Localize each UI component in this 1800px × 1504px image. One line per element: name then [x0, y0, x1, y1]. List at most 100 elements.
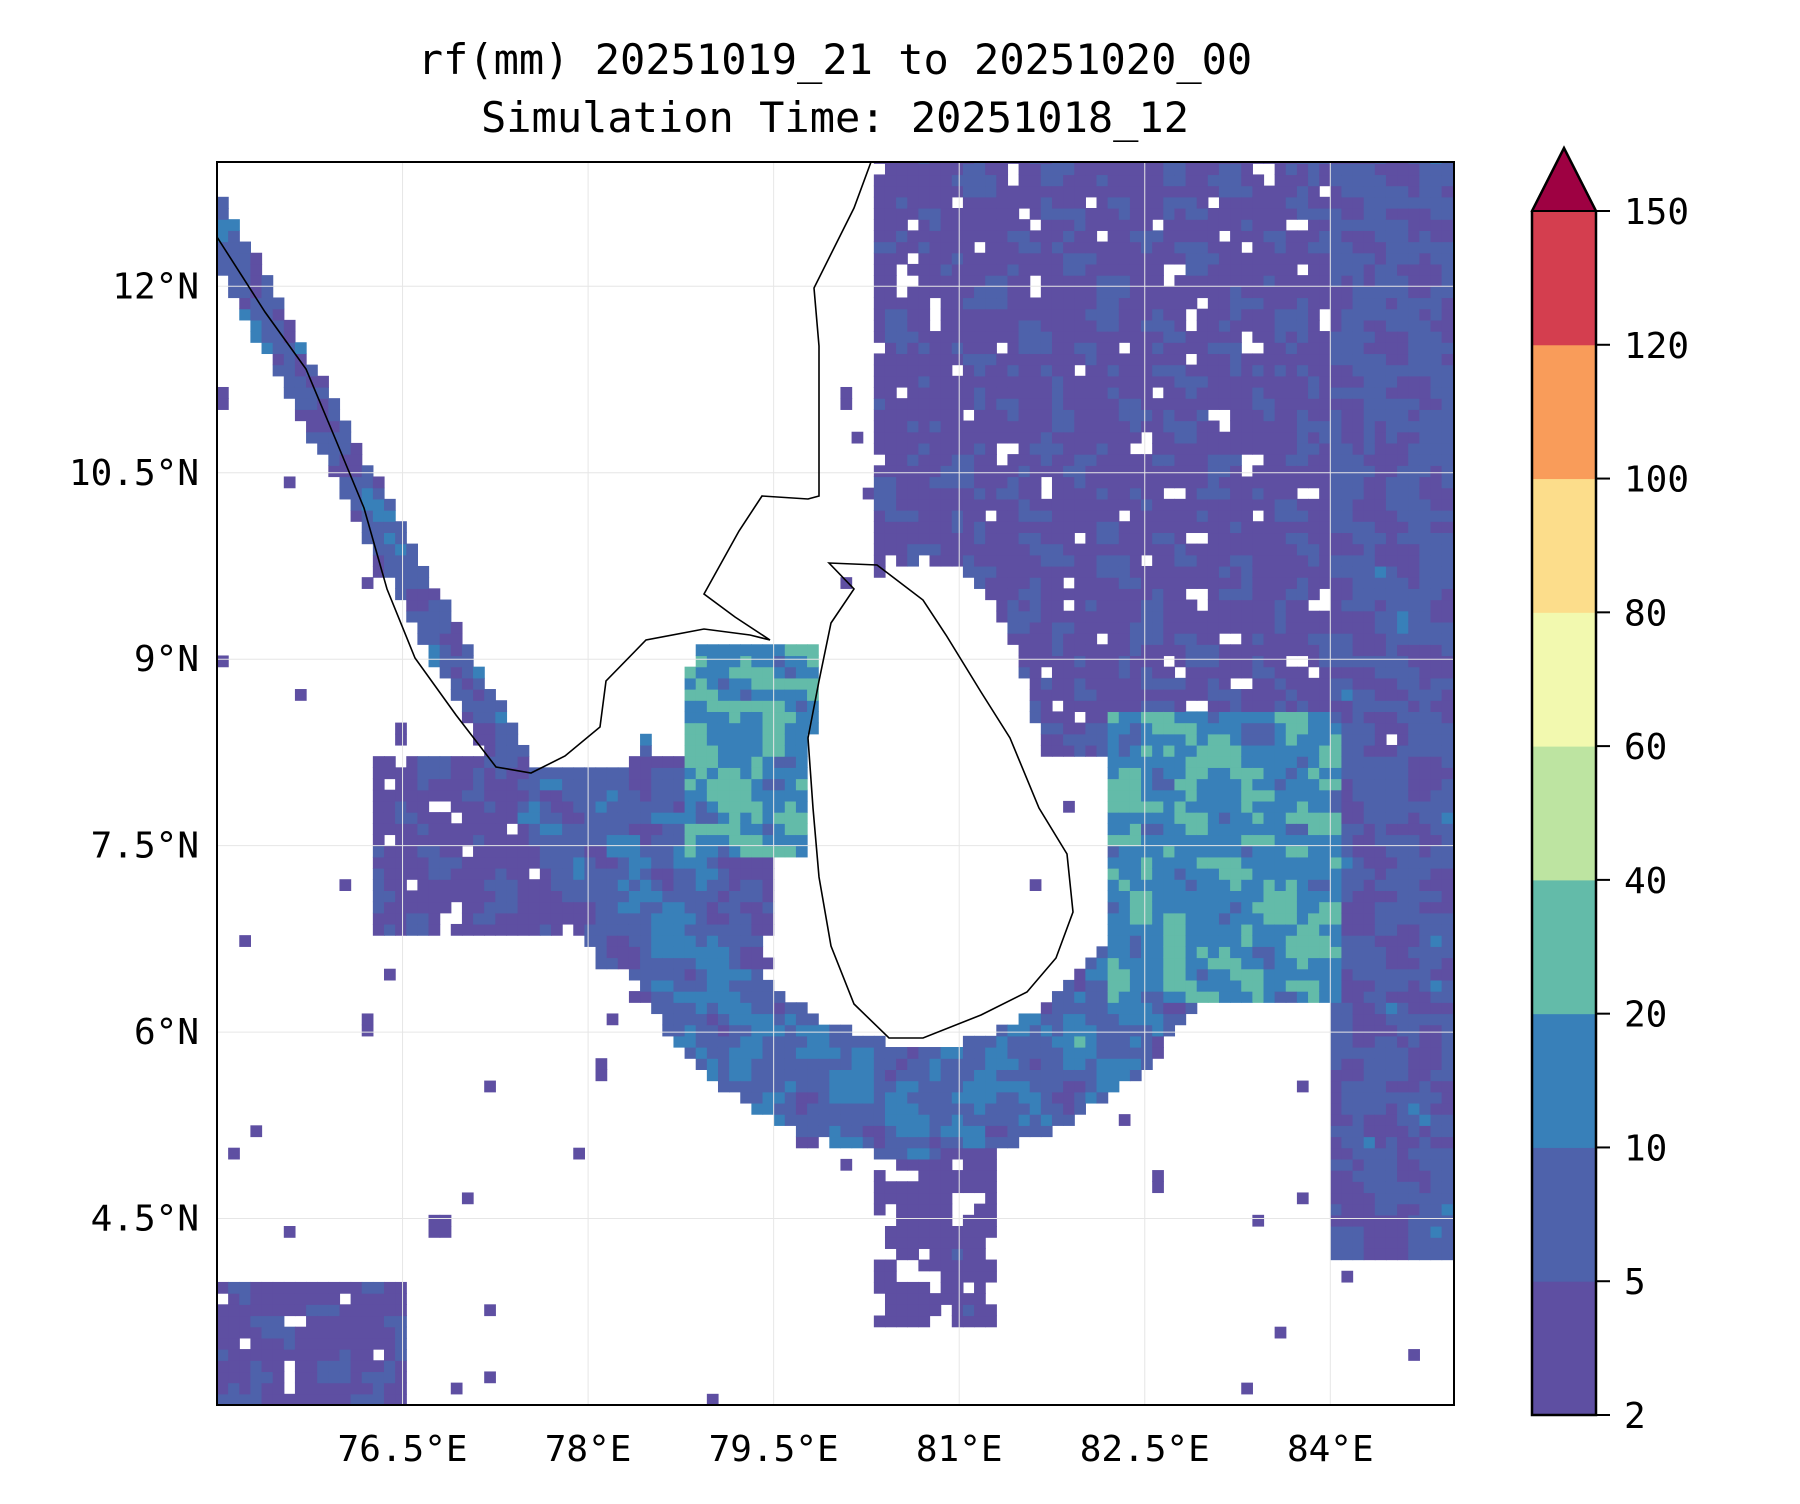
- rainfall-cell: [383, 1304, 396, 1317]
- rainfall-cell: [1263, 275, 1276, 287]
- rainfall-cell: [1419, 1181, 1432, 1194]
- rainfall-cell: [1341, 252, 1354, 265]
- rainfall-cell: [1419, 532, 1432, 545]
- rainfall-cell: [996, 286, 1009, 299]
- rainfall-cell: [1296, 968, 1309, 981]
- rainfall-cell: [395, 1315, 407, 1328]
- rainfall-cell: [1352, 1114, 1365, 1126]
- rainfall-cell: [695, 700, 708, 713]
- rainfall-cell: [484, 834, 496, 847]
- rainfall-cell: [1385, 901, 1398, 914]
- rainfall-cell: [1174, 711, 1187, 724]
- rainfall-cell: [1341, 655, 1354, 668]
- rainfall-cell: [1308, 812, 1320, 824]
- rainfall-cell: [473, 901, 485, 914]
- rainfall-cell: [873, 353, 886, 366]
- rainfall-cell: [729, 800, 741, 813]
- rainfall-cell: [1330, 1248, 1343, 1261]
- rainfall-cell: [1397, 1136, 1409, 1149]
- rainfall-cell: [940, 241, 953, 254]
- rainfall-cell: [996, 1058, 1009, 1070]
- rainfall-cell: [962, 521, 975, 534]
- rainfall-cell: [1063, 711, 1075, 724]
- rainfall-cell: [873, 1125, 886, 1138]
- rainfall-cell: [1352, 1035, 1365, 1048]
- rainfall-cell: [383, 1360, 396, 1373]
- rainfall-cell: [1196, 823, 1209, 836]
- rainfall-cell: [450, 823, 463, 836]
- rainfall-cell: [1141, 756, 1153, 768]
- rainfall-cell: [996, 521, 1009, 534]
- rainfall-cell: [907, 308, 919, 321]
- rainfall-cell: [795, 756, 808, 768]
- rainfall-cell: [1096, 543, 1109, 556]
- rainfall-cell: [1152, 398, 1164, 410]
- rainfall-cell: [751, 778, 764, 791]
- rainfall-cell: [1007, 241, 1020, 254]
- rainfall-cell: [550, 868, 563, 880]
- rainfall-cell: [829, 1102, 842, 1115]
- rainfall-cell: [517, 856, 530, 869]
- rainfall-cell: [740, 700, 752, 713]
- rainfall-cell: [918, 1069, 931, 1082]
- rainfall-cell: [795, 800, 808, 813]
- rainfall-cell: [940, 498, 953, 511]
- rainfall-cell: [840, 1091, 853, 1104]
- rainfall-cell: [1051, 1091, 1064, 1104]
- rainfall-cell: [1319, 722, 1331, 735]
- rainfall-cell: [1263, 733, 1276, 746]
- rainfall-cell: [940, 1214, 953, 1227]
- rainfall-cell: [1341, 1248, 1354, 1261]
- rainfall-cell: [1029, 711, 1042, 724]
- rainfall-cell: [807, 1080, 819, 1093]
- rainfall-cell: [1196, 185, 1209, 198]
- rainfall-cell: [1196, 890, 1209, 903]
- rainfall-cell: [985, 1203, 997, 1216]
- rainfall-cell: [1218, 442, 1231, 455]
- rainfall-cell: [528, 856, 541, 869]
- rainfall-cell: [907, 510, 919, 522]
- rainfall-cell: [1074, 196, 1086, 209]
- rainfall-cell: [1218, 711, 1231, 724]
- rainfall-cell: [517, 800, 530, 813]
- rainfall-cell: [1029, 655, 1042, 668]
- rainfall-cell: [1018, 1091, 1031, 1104]
- rainfall-cell: [918, 521, 931, 534]
- rainfall-cell: [1408, 498, 1420, 511]
- rainfall-cell: [1163, 409, 1176, 422]
- rainfall-cell: [684, 756, 697, 768]
- rainfall-cell: [951, 319, 964, 332]
- rainfall-cell: [361, 1315, 374, 1328]
- rainfall-cell: [1174, 532, 1187, 545]
- rainfall-cell: [1141, 834, 1153, 847]
- rainfall-cell: [1274, 991, 1287, 1003]
- rainfall-cell: [1207, 912, 1220, 925]
- rainfall-cell: [1141, 946, 1153, 959]
- rainfall-cell: [395, 767, 407, 780]
- rainfall-cell: [729, 823, 741, 836]
- rainfall-cell: [896, 375, 908, 388]
- rainfall-cell: [907, 364, 919, 377]
- rainfall-cell: [450, 890, 463, 903]
- rainfall-cell: [1252, 689, 1265, 701]
- rainfall-cell: [1308, 409, 1320, 422]
- rainfall-cell: [907, 420, 919, 433]
- rainfall-cell: [1330, 1080, 1343, 1093]
- rainfall-cell: [550, 901, 563, 914]
- rainfall-cell: [1263, 912, 1276, 925]
- rainfall-cell: [929, 1181, 942, 1194]
- rainfall-cell: [1185, 946, 1198, 959]
- rainfall-cell: [383, 823, 396, 836]
- rainfall-cell: [439, 879, 452, 891]
- rainfall-cell: [617, 890, 630, 903]
- rainfall-cell: [1129, 1047, 1142, 1059]
- rainfall-cell: [873, 1281, 886, 1294]
- rainfall-cell: [484, 912, 496, 925]
- rainfall-cell: [807, 655, 819, 668]
- rainfall-cell: [795, 1125, 808, 1138]
- rainfall-cell: [228, 241, 240, 254]
- rainfall-cell: [350, 487, 363, 500]
- rainfall-cell: [695, 823, 708, 836]
- rainfall-cell: [1018, 1069, 1031, 1082]
- rainfall-cell: [294, 342, 307, 355]
